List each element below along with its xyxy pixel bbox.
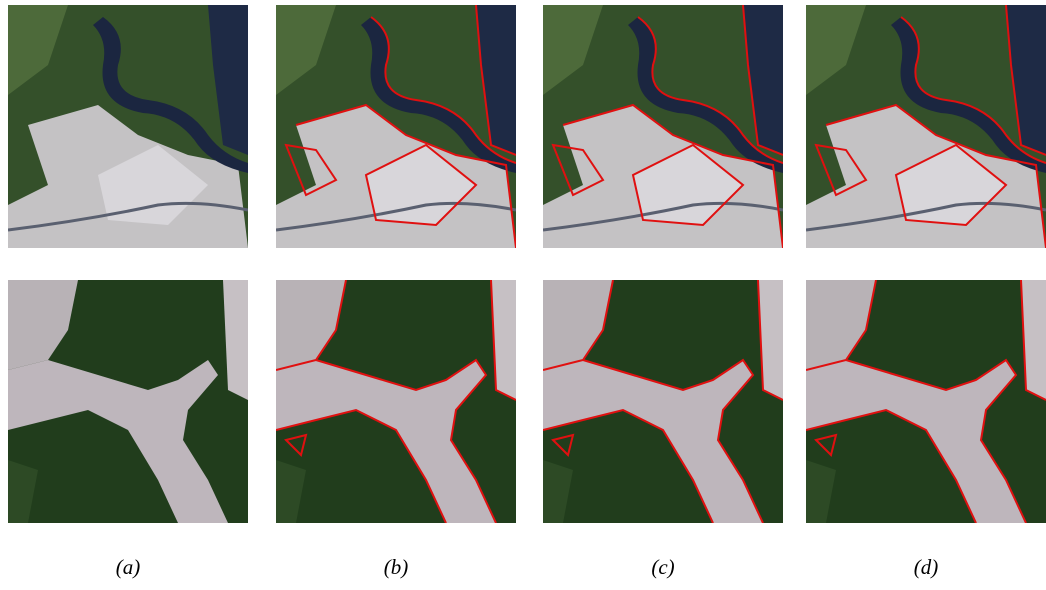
image [8,5,248,248]
caption: (a) [116,555,141,579]
image [8,280,248,523]
caption: (b) [384,555,409,579]
image-grid [8,5,1046,523]
caption: (c) [651,555,674,579]
caption: (d) [914,555,939,579]
